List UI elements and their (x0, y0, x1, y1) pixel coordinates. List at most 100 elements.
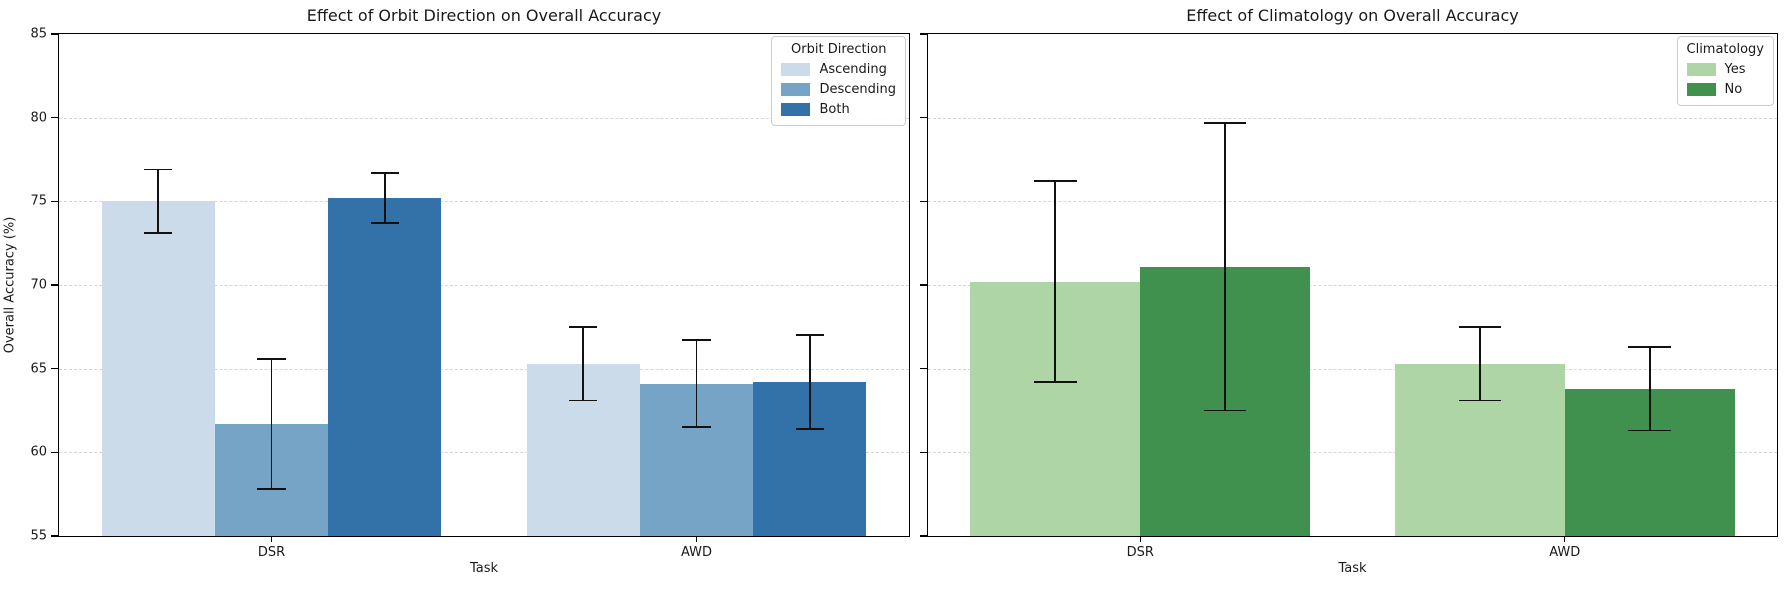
y-tick (920, 367, 928, 370)
gridline (59, 368, 909, 370)
gridline (59, 452, 909, 454)
error-bar-cap (370, 171, 399, 174)
legend-swatch-descending (781, 83, 811, 96)
error-bar-cap (795, 428, 824, 430)
plot-area: DSR AWD (920, 33, 1778, 560)
y-tick-label: 80 (30, 110, 47, 126)
y-tick-label: 65 (30, 361, 47, 377)
gridline (59, 285, 909, 286)
legend-item: Both (781, 102, 896, 117)
gridline (928, 452, 1777, 454)
error-bar-cap (144, 168, 173, 171)
error-bar-awd-both (808, 335, 811, 429)
error-bar-cap (569, 325, 598, 328)
error-bar-dsr-yes (1054, 181, 1057, 383)
gridline (928, 285, 1777, 286)
bar-dsr-both (328, 197, 442, 536)
error-bar-cap (257, 357, 286, 360)
legend-item: Yes (1686, 62, 1765, 77)
gridline (59, 117, 909, 119)
error-bar-cap (682, 339, 711, 342)
error-bar-cap (1628, 429, 1671, 432)
legend-item: Descending (781, 82, 896, 97)
plot-area: 55 60 65 70 75 80 85 DSR AWD (30, 27, 910, 560)
legend-items: Yes No (1686, 62, 1765, 97)
gridline (928, 117, 1777, 119)
legend-item-label: Ascending (819, 62, 887, 77)
legend-swatch-no (1686, 83, 1716, 96)
legend-swatch-yes (1686, 63, 1716, 76)
error-bar-dsr-no (1224, 122, 1227, 411)
gridline (928, 201, 1777, 203)
error-bar-cap (1628, 346, 1671, 348)
y-tick-label: 75 (30, 193, 47, 209)
x-tick (1564, 536, 1566, 542)
y-tick (51, 200, 59, 203)
legend-swatch-both (781, 103, 811, 116)
error-bar-awd-no (1648, 346, 1651, 431)
error-bar-cap (795, 334, 824, 337)
chart-title: Effect of Climatology on Overall Accurac… (1186, 6, 1519, 25)
y-tick (51, 116, 59, 119)
x-tick-label: DSR (257, 545, 286, 560)
error-bar-cap (1203, 121, 1247, 124)
legend: Climatology Yes No (1676, 36, 1774, 106)
gridline (59, 201, 909, 203)
error-bar-cap (682, 426, 711, 429)
error-bar-cap (569, 399, 598, 402)
legend-item: Ascending (781, 62, 896, 77)
y-axis-label: Overall Accuracy (%) (2, 216, 18, 354)
x-axis-label: Task (469, 561, 499, 576)
error-bar-cap (1458, 399, 1502, 402)
error-bar-cap (144, 232, 173, 235)
legend-item-label: Both (819, 102, 850, 117)
error-bar-cap (1458, 325, 1502, 328)
error-bar-cap (1034, 381, 1077, 383)
x-tick (695, 536, 698, 542)
error-bar-cap (1203, 409, 1247, 412)
error-bar-dsr-descending (270, 358, 273, 490)
legend-swatch-ascending (781, 63, 811, 76)
y-tick (51, 367, 59, 370)
legend-title: Orbit Direction (791, 42, 887, 57)
y-tick (920, 535, 928, 537)
y-tick (51, 284, 59, 286)
y-tick (51, 535, 59, 537)
y-tick-label: 70 (30, 277, 47, 293)
x-tick-label: AWD (1549, 545, 1581, 560)
gridline (928, 368, 1777, 370)
y-tick-label: 60 (30, 444, 47, 460)
error-bar-awd-descending (695, 340, 698, 428)
error-bar-cap (257, 488, 286, 491)
legend-item: No (1686, 82, 1765, 97)
y-tick (920, 33, 928, 35)
y-tick-label: 55 (30, 528, 47, 544)
x-tick (1139, 536, 1141, 542)
y-tick (51, 33, 59, 35)
y-tick-label: 85 (30, 26, 47, 42)
bar-dsr-ascending (101, 201, 215, 536)
error-bar-cap (370, 222, 399, 224)
legend-item-label: Descending (819, 82, 896, 97)
x-axis-label: Task (1338, 561, 1367, 576)
error-bar-cap (1034, 180, 1077, 183)
legend-items: Ascending Descending Both (781, 62, 896, 117)
legend-title: Climatology (1686, 42, 1765, 57)
y-tick (51, 451, 59, 454)
x-tick (270, 536, 273, 542)
legend-item-label: No (1724, 82, 1743, 97)
x-tick-label: DSR (1126, 545, 1154, 560)
legend-item-label: Yes (1724, 62, 1746, 77)
y-tick (920, 200, 928, 203)
x-tick-label: AWD (680, 545, 713, 560)
legend: Orbit Direction Ascending Descending Both (771, 36, 906, 126)
chart-title: Effect of Orbit Direction on Overall Acc… (306, 6, 662, 25)
y-tick (920, 451, 928, 454)
y-tick (920, 284, 928, 286)
error-bar-dsr-both (383, 172, 386, 224)
y-tick (920, 116, 928, 119)
error-bar-dsr-ascending (157, 169, 160, 234)
error-bar-awd-yes (1478, 326, 1481, 401)
error-bar-awd-ascending (582, 326, 585, 401)
